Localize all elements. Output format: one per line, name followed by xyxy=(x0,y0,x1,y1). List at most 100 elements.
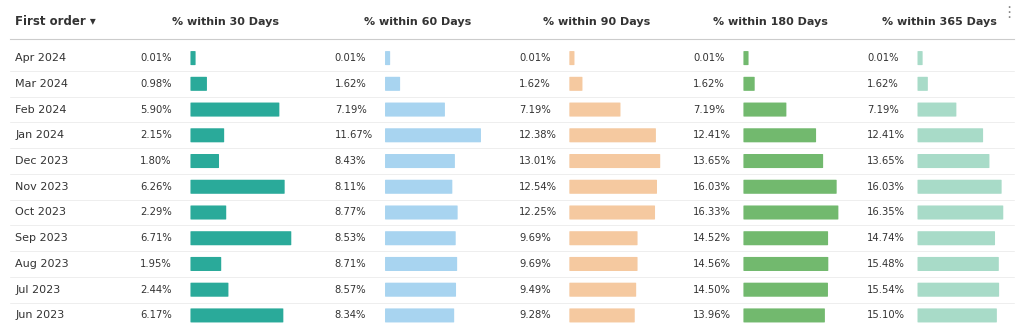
FancyBboxPatch shape xyxy=(569,103,621,117)
Text: Jun 2023: Jun 2023 xyxy=(15,311,65,321)
Text: 0.01%: 0.01% xyxy=(693,53,725,63)
Text: 7.19%: 7.19% xyxy=(335,105,367,115)
FancyBboxPatch shape xyxy=(569,51,574,65)
FancyBboxPatch shape xyxy=(190,51,196,65)
FancyBboxPatch shape xyxy=(190,154,219,168)
Text: 8.43%: 8.43% xyxy=(335,156,367,166)
FancyBboxPatch shape xyxy=(385,51,390,65)
Text: 14.74%: 14.74% xyxy=(867,233,905,243)
Text: 9.69%: 9.69% xyxy=(519,259,551,269)
Text: 7.19%: 7.19% xyxy=(693,105,725,115)
Text: 8.71%: 8.71% xyxy=(335,259,367,269)
FancyBboxPatch shape xyxy=(918,128,983,142)
Text: 1.95%: 1.95% xyxy=(140,259,172,269)
FancyBboxPatch shape xyxy=(918,103,956,117)
Text: 14.52%: 14.52% xyxy=(693,233,731,243)
Text: 8.53%: 8.53% xyxy=(335,233,367,243)
Text: Oct 2023: Oct 2023 xyxy=(15,207,67,217)
Text: 13.01%: 13.01% xyxy=(519,156,557,166)
Text: 0.01%: 0.01% xyxy=(867,53,899,63)
FancyBboxPatch shape xyxy=(385,257,457,271)
Text: 9.69%: 9.69% xyxy=(519,233,551,243)
FancyBboxPatch shape xyxy=(743,205,839,219)
FancyBboxPatch shape xyxy=(190,309,284,323)
Text: Jan 2024: Jan 2024 xyxy=(15,130,65,140)
Text: 7.19%: 7.19% xyxy=(867,105,899,115)
Text: 11.67%: 11.67% xyxy=(335,130,373,140)
Text: Mar 2024: Mar 2024 xyxy=(15,79,69,89)
FancyBboxPatch shape xyxy=(385,205,458,219)
FancyBboxPatch shape xyxy=(918,231,995,245)
Text: % within 30 Days: % within 30 Days xyxy=(172,17,279,27)
FancyBboxPatch shape xyxy=(385,128,481,142)
Text: 12.54%: 12.54% xyxy=(519,182,557,192)
Text: ⋮: ⋮ xyxy=(1001,5,1017,20)
FancyBboxPatch shape xyxy=(918,154,989,168)
Text: 9.49%: 9.49% xyxy=(519,285,551,295)
Text: 1.62%: 1.62% xyxy=(693,79,725,89)
Text: % within 365 Days: % within 365 Days xyxy=(882,17,997,27)
Text: 0.01%: 0.01% xyxy=(519,53,551,63)
Text: 15.54%: 15.54% xyxy=(867,285,905,295)
FancyBboxPatch shape xyxy=(190,128,224,142)
Text: Apr 2024: Apr 2024 xyxy=(15,53,67,63)
FancyBboxPatch shape xyxy=(190,205,226,219)
FancyBboxPatch shape xyxy=(918,180,1001,194)
Text: 6.17%: 6.17% xyxy=(140,311,172,321)
FancyBboxPatch shape xyxy=(743,309,825,323)
FancyBboxPatch shape xyxy=(569,257,638,271)
Text: Feb 2024: Feb 2024 xyxy=(15,105,67,115)
Text: Jul 2023: Jul 2023 xyxy=(15,285,60,295)
Text: 1.62%: 1.62% xyxy=(519,79,551,89)
FancyBboxPatch shape xyxy=(569,283,636,297)
Text: 13.96%: 13.96% xyxy=(693,311,731,321)
FancyBboxPatch shape xyxy=(918,283,999,297)
Text: 1.62%: 1.62% xyxy=(867,79,899,89)
FancyBboxPatch shape xyxy=(918,257,998,271)
Text: 12.41%: 12.41% xyxy=(867,130,905,140)
Text: 6.26%: 6.26% xyxy=(140,182,172,192)
FancyBboxPatch shape xyxy=(190,180,285,194)
FancyBboxPatch shape xyxy=(918,77,928,91)
Text: 15.10%: 15.10% xyxy=(867,311,905,321)
Text: 2.29%: 2.29% xyxy=(140,207,172,217)
Text: 0.01%: 0.01% xyxy=(335,53,367,63)
FancyBboxPatch shape xyxy=(743,257,828,271)
Text: 5.90%: 5.90% xyxy=(140,105,172,115)
Text: 15.48%: 15.48% xyxy=(867,259,905,269)
FancyBboxPatch shape xyxy=(385,154,455,168)
Text: 0.01%: 0.01% xyxy=(140,53,172,63)
FancyBboxPatch shape xyxy=(743,51,749,65)
FancyBboxPatch shape xyxy=(743,231,828,245)
Text: 12.38%: 12.38% xyxy=(519,130,557,140)
FancyBboxPatch shape xyxy=(190,257,221,271)
FancyBboxPatch shape xyxy=(385,231,456,245)
Text: 16.35%: 16.35% xyxy=(867,207,905,217)
FancyBboxPatch shape xyxy=(569,128,656,142)
Text: % within 60 Days: % within 60 Days xyxy=(364,17,471,27)
Text: 13.65%: 13.65% xyxy=(693,156,731,166)
Text: Dec 2023: Dec 2023 xyxy=(15,156,69,166)
FancyBboxPatch shape xyxy=(569,231,638,245)
Text: 12.25%: 12.25% xyxy=(519,207,557,217)
FancyBboxPatch shape xyxy=(385,103,444,117)
FancyBboxPatch shape xyxy=(743,103,786,117)
Text: 8.11%: 8.11% xyxy=(335,182,367,192)
Text: 2.15%: 2.15% xyxy=(140,130,172,140)
FancyBboxPatch shape xyxy=(385,283,456,297)
FancyBboxPatch shape xyxy=(743,154,823,168)
Text: 9.28%: 9.28% xyxy=(519,311,551,321)
Text: Aug 2023: Aug 2023 xyxy=(15,259,69,269)
FancyBboxPatch shape xyxy=(569,154,660,168)
FancyBboxPatch shape xyxy=(385,309,455,323)
Text: 16.33%: 16.33% xyxy=(693,207,731,217)
Text: Sep 2023: Sep 2023 xyxy=(15,233,69,243)
FancyBboxPatch shape xyxy=(190,77,207,91)
FancyBboxPatch shape xyxy=(918,51,923,65)
Text: First order ▾: First order ▾ xyxy=(15,15,96,28)
FancyBboxPatch shape xyxy=(569,77,583,91)
FancyBboxPatch shape xyxy=(385,180,453,194)
Text: 8.34%: 8.34% xyxy=(335,311,367,321)
Text: 16.03%: 16.03% xyxy=(693,182,731,192)
Text: 12.41%: 12.41% xyxy=(693,130,731,140)
